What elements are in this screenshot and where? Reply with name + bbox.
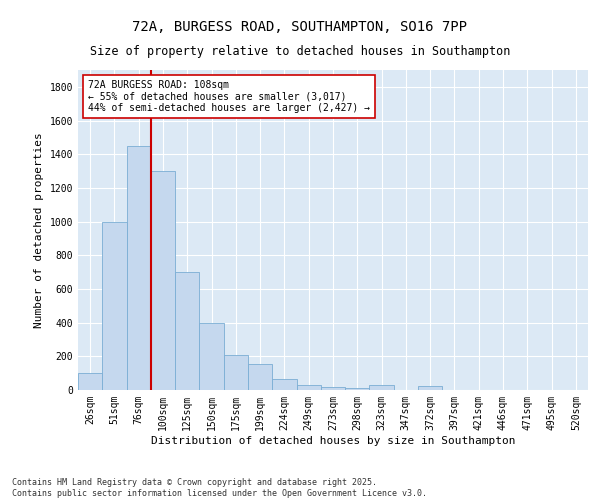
X-axis label: Distribution of detached houses by size in Southampton: Distribution of detached houses by size …: [151, 436, 515, 446]
Bar: [199, 322, 224, 390]
Bar: [224, 354, 248, 390]
Text: 72A, BURGESS ROAD, SOUTHAMPTON, SO16 7PP: 72A, BURGESS ROAD, SOUTHAMPTON, SO16 7PP: [133, 20, 467, 34]
Bar: [175, 272, 199, 390]
Y-axis label: Number of detached properties: Number of detached properties: [34, 132, 44, 328]
Bar: [272, 379, 296, 390]
Text: 72A BURGESS ROAD: 108sqm
← 55% of detached houses are smaller (3,017)
44% of sem: 72A BURGESS ROAD: 108sqm ← 55% of detach…: [88, 80, 370, 113]
Bar: [151, 171, 175, 390]
Bar: [127, 146, 151, 390]
Text: Size of property relative to detached houses in Southampton: Size of property relative to detached ho…: [90, 45, 510, 58]
Bar: [78, 373, 102, 390]
Text: Contains HM Land Registry data © Crown copyright and database right 2025.
Contai: Contains HM Land Registry data © Crown c…: [12, 478, 427, 498]
Bar: [345, 388, 370, 390]
Bar: [248, 364, 272, 390]
Bar: [321, 386, 345, 390]
Bar: [418, 386, 442, 390]
Bar: [370, 385, 394, 390]
Bar: [102, 222, 127, 390]
Bar: [296, 385, 321, 390]
